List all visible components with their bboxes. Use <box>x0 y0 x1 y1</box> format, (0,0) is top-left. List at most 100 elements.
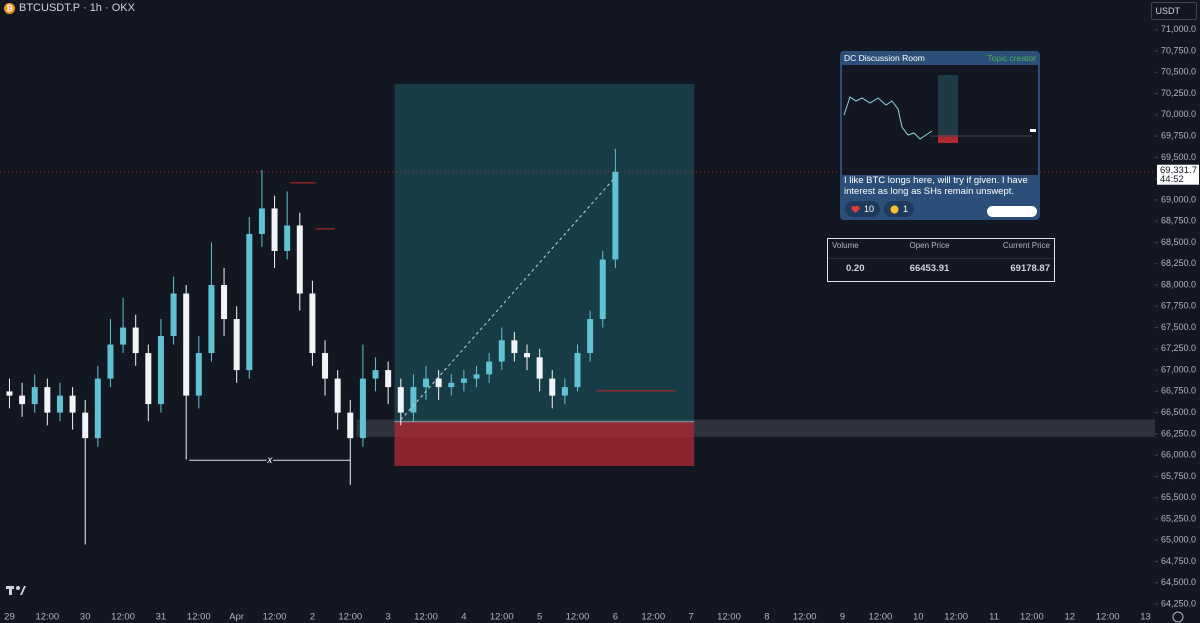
mini-chart <box>842 65 1038 175</box>
x-tick-label: 31 <box>156 612 167 623</box>
range-label: x <box>266 455 273 466</box>
y-tick-label: 68,750.0 <box>1161 216 1196 226</box>
x-tick-label: 12:00 <box>263 612 287 623</box>
position-table: Volume Open Price Current Price 0.20 66453.… <box>827 238 1055 282</box>
y-tick-label: 64,750.0 <box>1161 556 1196 566</box>
current-price-tag <box>1157 164 1199 185</box>
candle-body <box>56 395 63 413</box>
reaction-count: 10 <box>864 204 875 214</box>
candle-body <box>82 412 89 439</box>
candle-body <box>536 357 543 379</box>
candle-body <box>132 327 139 354</box>
x-tick-label: 12:00 <box>793 612 817 623</box>
current-price-label: 69,331.7 <box>1160 165 1197 176</box>
candle-body <box>296 225 303 294</box>
x-tick-label: 12:00 <box>187 612 211 623</box>
discussion-title: DC Discussion Room <box>844 53 925 63</box>
y-tick-label: 66,750.0 <box>1161 386 1196 396</box>
coin-icon: ₿ <box>4 2 15 14</box>
candle-body <box>561 387 568 396</box>
y-tick-label: 67,250.0 <box>1161 343 1196 353</box>
x-tick-label: Apr <box>229 612 244 623</box>
currency-select[interactable]: USDT <box>1150 2 1197 20</box>
x-tick-label: 13 <box>1140 612 1151 623</box>
y-tick-label: 64,250.0 <box>1161 598 1196 608</box>
candle-body <box>258 208 265 234</box>
profit-zone <box>394 83 695 422</box>
y-tick-label: 65,750.0 <box>1161 471 1196 481</box>
x-tick-label: 12:00 <box>869 612 893 623</box>
candle-body <box>473 374 480 379</box>
cell: 0.20 <box>828 258 892 278</box>
y-tick-label: 66,500.0 <box>1161 407 1196 417</box>
candle-body <box>574 353 581 388</box>
x-tick-label: 12:00 <box>35 612 59 623</box>
reaction-count: 1 <box>903 204 909 214</box>
candle-body <box>94 378 101 439</box>
candle-body <box>498 340 505 362</box>
candle-body <box>284 225 291 251</box>
trend-line <box>400 176 616 421</box>
candle-body <box>385 370 392 388</box>
candle-body <box>31 387 38 405</box>
candle-body <box>612 171 619 260</box>
x-tick-label: 12:00 <box>338 612 362 623</box>
candle-body <box>359 378 366 439</box>
candle-body <box>69 395 76 413</box>
x-tick-label: 9 <box>840 612 845 623</box>
candle-body <box>410 387 417 413</box>
y-tick-label: 71,000.0 <box>1161 24 1196 34</box>
y-tick-label: 68,500.0 <box>1161 237 1196 247</box>
candle-body <box>19 395 26 405</box>
reaction-heart[interactable]: 10 <box>845 201 881 217</box>
y-tick-label: 69,000.0 <box>1161 194 1196 204</box>
x-tick-label: 12:00 <box>414 612 438 623</box>
candle-body <box>107 344 114 379</box>
cell: 66453.91 <box>891 258 968 278</box>
candle-body <box>486 361 493 375</box>
y-tick-label: 67,750.0 <box>1161 301 1196 311</box>
discussion-message: I like BTC longs here, will try if given… <box>844 175 1028 197</box>
candle-body <box>145 353 152 405</box>
x-tick-label: 12:00 <box>1096 612 1120 623</box>
candle-body <box>309 293 316 354</box>
y-tick-label: 67,500.0 <box>1161 322 1196 332</box>
x-tick-label: 12:00 <box>566 612 590 623</box>
column-header[interactable]: Current Price <box>1002 241 1050 250</box>
column-header[interactable]: Volume <box>832 241 859 250</box>
y-tick-label: 69,500.0 <box>1161 152 1196 162</box>
y-tick-label: 65,250.0 <box>1161 513 1196 523</box>
candle-body <box>587 319 594 354</box>
x-tick-label: 8 <box>764 612 769 623</box>
candle-body <box>397 387 404 413</box>
y-tick-label: 70,500.0 <box>1161 67 1196 77</box>
x-tick-label: 12:00 <box>944 612 968 623</box>
y-tick-label: 70,000.0 <box>1161 109 1196 119</box>
candle-body <box>6 391 13 396</box>
candle-body <box>208 285 215 354</box>
reaction-thumb[interactable]: 1 <box>884 201 915 217</box>
y-tick-label: 65,000.0 <box>1161 535 1196 545</box>
candle-body <box>195 353 202 396</box>
candle-body <box>599 259 606 320</box>
x-tick-label: 4 <box>461 612 466 623</box>
y-tick-label: 67,000.0 <box>1161 364 1196 374</box>
cell: 69178.87 <box>967 258 1054 278</box>
reply-button[interactable] <box>987 206 1037 217</box>
x-tick-label: 2 <box>310 612 315 623</box>
candle-body <box>233 319 240 371</box>
y-tick-label: 69,750.0 <box>1161 130 1196 140</box>
x-tick-label: 12:00 <box>111 612 135 623</box>
x-tick-label: 7 <box>688 612 693 623</box>
symbol-header[interactable]: ₿ BTCUSDT.P · 1h · OKX <box>4 2 135 14</box>
candle-body <box>511 340 518 354</box>
y-tick-label: 70,250.0 <box>1161 88 1196 98</box>
candle-body <box>423 378 430 388</box>
candle-body <box>120 327 127 345</box>
column-header[interactable]: Open Price <box>909 241 950 250</box>
discussion-card[interactable]: DC Discussion Room Topic creator I like B… <box>840 51 1040 220</box>
settings-icon[interactable] <box>1172 611 1184 623</box>
candle-body <box>246 233 253 371</box>
x-tick-label: 12:00 <box>1020 612 1044 623</box>
candle-body <box>347 412 354 439</box>
